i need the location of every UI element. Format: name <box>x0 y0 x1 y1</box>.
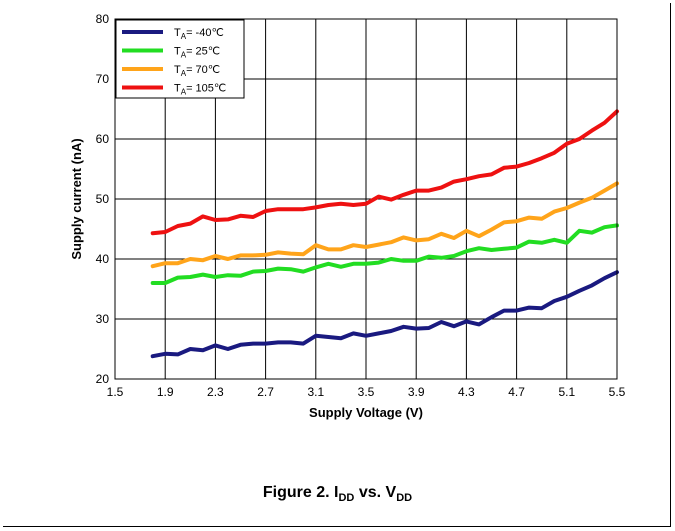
y-tick-label: 50 <box>96 192 110 206</box>
legend-label: TA= 70℃ <box>174 64 220 78</box>
series-lines <box>150 109 619 359</box>
series-line <box>150 223 619 285</box>
caption-sub-2: DD <box>396 492 413 505</box>
series-line <box>150 270 619 359</box>
x-tick-label: 2.7 <box>257 385 274 399</box>
figure-caption: Figure 2. IDD vs. VDD <box>0 484 675 504</box>
y-axis-label: Supply current (nA) <box>69 138 84 259</box>
x-tick-label: 1.5 <box>107 385 124 399</box>
plot-border <box>114 18 618 380</box>
legend-label: TA= -40℃ <box>174 27 224 41</box>
x-tick-label: 4.7 <box>508 385 525 399</box>
figure-frame <box>3 3 671 527</box>
x-axis-label: Supply Voltage (V) <box>309 405 423 420</box>
y-tick-label: 30 <box>96 312 110 326</box>
x-tick-label: 5.5 <box>609 385 626 399</box>
legend-label: TA= 105℃ <box>174 83 226 97</box>
x-tick-label: 3.1 <box>307 385 324 399</box>
y-tick-label: 20 <box>96 372 110 386</box>
caption-sub-1: DD <box>338 492 355 505</box>
x-tick-label: 2.3 <box>207 385 224 399</box>
x-tick-label: 5.1 <box>558 385 575 399</box>
chart: 1.5 1.9 2.3 2.7 3.1 3.5 3.9 4.3 4.7 5.1 5.5 20 30 40 5… <box>69 12 626 420</box>
y-tick-label: 70 <box>96 72 110 86</box>
y-tick-label: 80 <box>96 12 110 26</box>
caption-prefix: Figure 2. I <box>262 484 339 501</box>
y-tick-label: 40 <box>96 252 110 266</box>
legend: TA= -40℃ TA= 25℃ TA= 70℃ TA= 105℃ <box>115 19 245 99</box>
legend-label: TA= 25℃ <box>174 46 220 60</box>
series-line <box>150 181 619 269</box>
x-tick-label: 3.9 <box>408 385 425 399</box>
series-line <box>150 109 619 236</box>
tick-labels: 1.5 1.9 2.3 2.7 3.1 3.5 3.9 4.3 4.7 5.1 5.5 20 30 40 5… <box>96 12 626 399</box>
caption-middle: vs. V <box>354 484 397 501</box>
x-tick-label: 4.3 <box>458 385 475 399</box>
y-tick-label: 60 <box>96 132 110 146</box>
x-tick-label: 3.5 <box>358 385 375 399</box>
x-tick-label: 1.9 <box>157 385 174 399</box>
